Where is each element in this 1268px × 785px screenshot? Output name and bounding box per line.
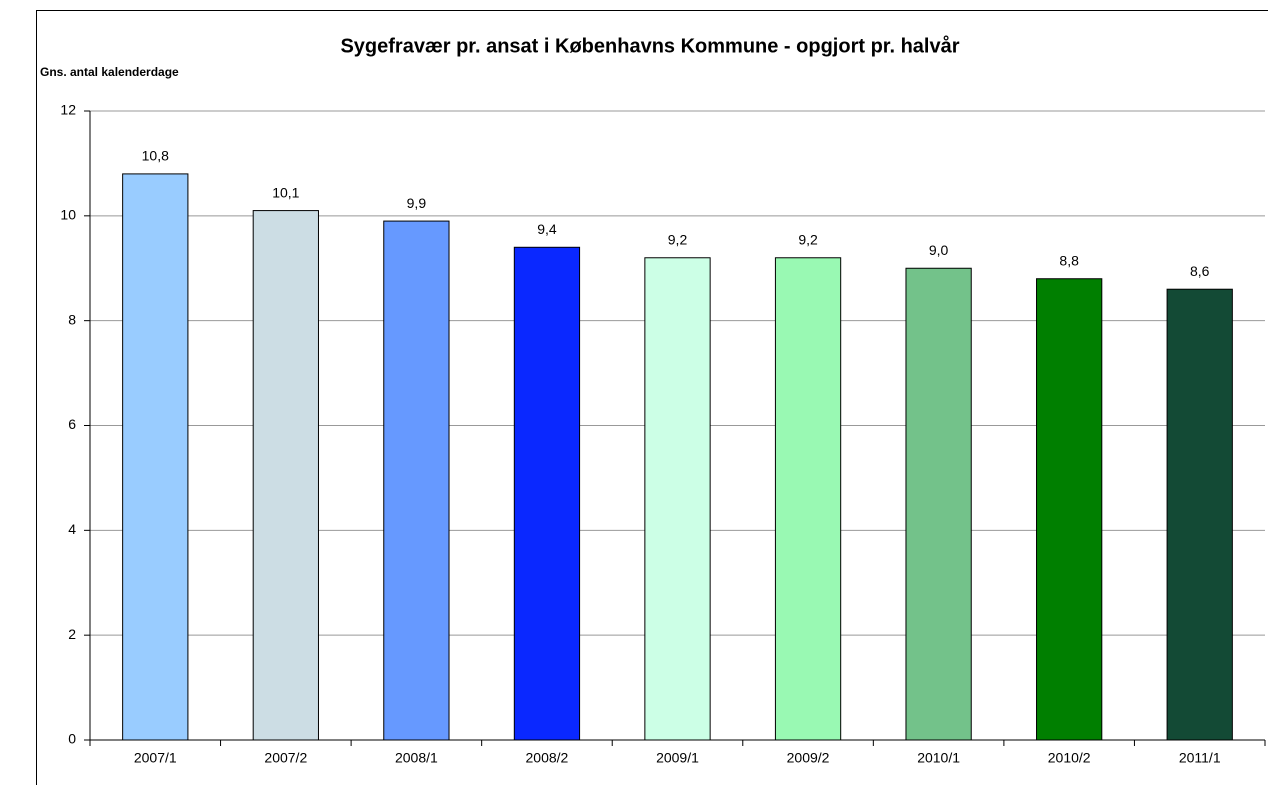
x-tick-label: 2007/1 (134, 750, 177, 766)
bar (513, 246, 581, 741)
data-label: 10,1 (272, 184, 299, 200)
y-tick-label: 2 (68, 626, 76, 642)
x-tick-label: 2010/1 (917, 750, 960, 766)
x-tick-label: 2011/1 (1179, 750, 1221, 766)
y-tick-label: 4 (68, 521, 76, 537)
data-label: 8,8 (1059, 252, 1079, 268)
bar (1166, 288, 1233, 741)
data-label: 9,2 (798, 231, 818, 247)
data-label: 8,6 (1190, 263, 1210, 279)
bar (252, 210, 319, 741)
bar (644, 257, 711, 741)
x-tick-label: 2008/1 (395, 750, 438, 766)
y-tick-label: 10 (60, 207, 76, 223)
bar (774, 257, 842, 741)
y-tick-label: 12 (60, 102, 76, 118)
data-label: 9,9 (407, 195, 427, 211)
data-label: 9,4 (537, 221, 557, 237)
bar (122, 173, 189, 741)
bar (383, 220, 450, 741)
data-label: 9,2 (668, 231, 688, 247)
chart-title: Sygefravær pr. ansat i Københavns Kommun… (340, 34, 959, 57)
y-axis-label: Gns. antal kalenderdage (40, 65, 179, 79)
x-tick-label: 2010/2 (1048, 750, 1091, 766)
bar (905, 267, 972, 741)
x-tick-label: 2008/2 (526, 750, 569, 766)
x-tick-label: 2007/2 (264, 750, 307, 766)
y-tick-label: 0 (68, 731, 76, 747)
data-label: 9,0 (929, 242, 949, 258)
y-tick-label: 6 (68, 416, 76, 432)
data-label: 10,8 (142, 148, 169, 164)
y-tick-label: 8 (68, 311, 76, 327)
bar (1036, 278, 1103, 741)
x-tick-label: 2009/1 (656, 750, 699, 766)
x-tick-label: 2009/2 (787, 750, 830, 766)
